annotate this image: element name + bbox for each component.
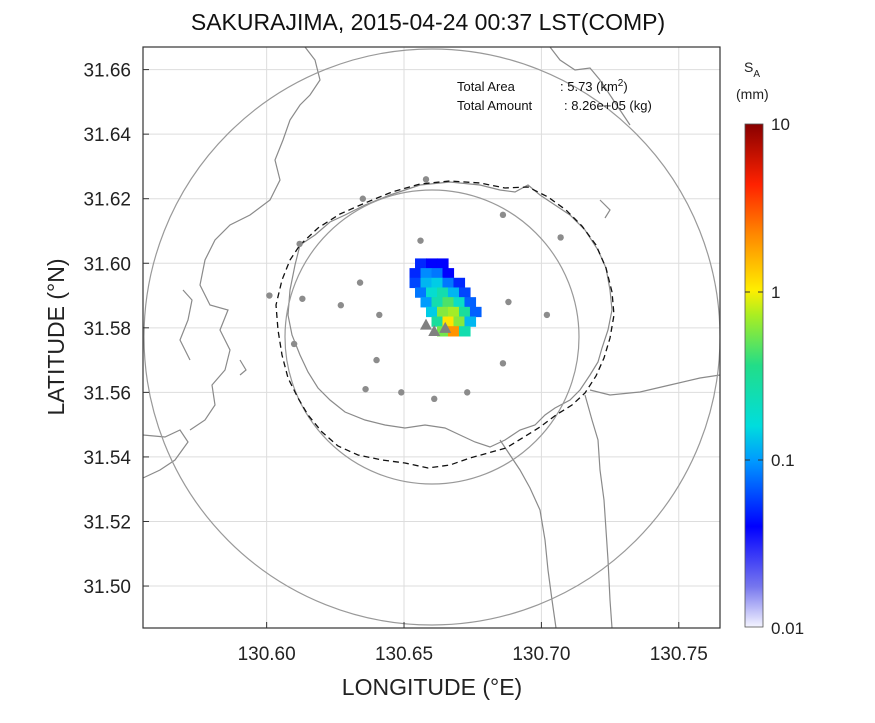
station-marker bbox=[296, 240, 303, 248]
vent-marker bbox=[420, 318, 433, 330]
colorbar-gradient bbox=[744, 123, 764, 628]
ash-cell bbox=[436, 258, 449, 269]
ash-cell bbox=[420, 268, 433, 279]
ash-cell bbox=[453, 297, 466, 308]
station-marker bbox=[398, 389, 405, 396]
coastline bbox=[143, 47, 720, 628]
observation-stations bbox=[266, 176, 564, 403]
x-tick-label: 130.70 bbox=[512, 644, 570, 665]
ash-cell bbox=[442, 268, 455, 279]
ash-cell bbox=[426, 258, 438, 269]
station-marker bbox=[557, 234, 564, 241]
station-marker bbox=[290, 340, 298, 348]
station-marker bbox=[499, 211, 507, 219]
station-marker bbox=[422, 176, 430, 183]
ash-cell bbox=[426, 287, 438, 298]
y-tick-label: 31.64 bbox=[83, 125, 131, 146]
y-tick-label: 31.56 bbox=[83, 383, 131, 404]
y-tick-label: 31.54 bbox=[83, 448, 131, 469]
x-tick-label: 130.60 bbox=[238, 644, 296, 665]
ash-cell bbox=[415, 258, 427, 269]
colorbar-label-0.01: 0.01 bbox=[771, 619, 804, 638]
outer-range-ring bbox=[143, 48, 720, 626]
station-marker bbox=[417, 237, 424, 244]
island-outline-dashed bbox=[275, 180, 615, 469]
station-marker bbox=[499, 360, 507, 367]
total-amount-label: Total Amount bbox=[457, 98, 533, 113]
station-marker bbox=[543, 311, 551, 319]
station-marker bbox=[356, 279, 364, 286]
ash-cell bbox=[458, 326, 471, 337]
ash-cell bbox=[464, 316, 477, 327]
ash-cell bbox=[453, 316, 466, 327]
ash-cell bbox=[447, 326, 460, 337]
station-marker bbox=[373, 356, 380, 364]
ash-cell bbox=[458, 306, 471, 318]
totals-annotation: Total Area : 5.73 (km2) Total Amount : 8… bbox=[457, 78, 652, 113]
ash-cell bbox=[436, 287, 449, 298]
colorbar-label-0.1: 0.1 bbox=[771, 451, 795, 470]
ash-cell bbox=[442, 277, 455, 289]
total-amount-value: : 8.26e+05 (kg) bbox=[564, 98, 652, 113]
y-tick-label: 31.52 bbox=[83, 512, 131, 533]
y-tick-label: 31.66 bbox=[83, 61, 131, 82]
colorbar-title: SA bbox=[744, 59, 760, 80]
ash-cell bbox=[447, 306, 460, 318]
inner-range-ring bbox=[284, 189, 580, 485]
y-tick-labels: 31.50 31.52 31.54 31.56 31.58 31.60 31.62 31.64… bbox=[83, 61, 149, 598]
colorbar: SA (mm) 10 1 0.1 0.01 bbox=[736, 59, 804, 638]
y-tick-label: 31.60 bbox=[83, 254, 131, 275]
ash-cell bbox=[409, 277, 422, 289]
volcano-vents bbox=[420, 318, 452, 337]
ash-cell bbox=[453, 277, 466, 289]
vent-marker bbox=[428, 325, 441, 337]
colorbar-label-1: 1 bbox=[771, 283, 780, 302]
ash-cell bbox=[458, 287, 471, 298]
ash-cell bbox=[431, 277, 444, 289]
x-axis-label: LONGITUDE (°E) bbox=[342, 674, 522, 700]
ash-cell bbox=[464, 297, 477, 308]
station-marker bbox=[359, 195, 367, 202]
total-area-value: : 5.73 (km2) bbox=[560, 78, 628, 94]
ash-cell bbox=[431, 297, 444, 308]
station-marker bbox=[376, 311, 383, 319]
total-area-label: Total Area bbox=[457, 79, 516, 94]
ash-cell bbox=[409, 268, 422, 279]
y-tick-label: 31.50 bbox=[83, 577, 131, 598]
ash-cell bbox=[420, 277, 433, 289]
station-marker bbox=[362, 385, 369, 393]
colorbar-unit: (mm) bbox=[736, 86, 769, 102]
map-content bbox=[143, 47, 720, 628]
ash-cell bbox=[431, 268, 444, 279]
colorbar-label-10: 10 bbox=[771, 115, 790, 134]
map-title: SAKURAJIMA, 2015-04-24 00:37 LST(COMP) bbox=[191, 9, 665, 35]
ash-cell bbox=[469, 306, 482, 318]
ash-cell bbox=[447, 287, 460, 298]
radar-range-rings bbox=[143, 48, 720, 626]
vent-marker bbox=[439, 321, 452, 333]
x-tick-label: 130.75 bbox=[650, 644, 708, 665]
station-marker bbox=[431, 395, 438, 403]
station-marker bbox=[266, 292, 273, 299]
plot-frame bbox=[142, 46, 721, 629]
y-tick-label: 31.58 bbox=[83, 319, 131, 340]
y-axis-label: LATITUDE (°N) bbox=[43, 259, 69, 416]
ash-cell bbox=[420, 297, 433, 308]
station-marker bbox=[464, 389, 471, 396]
ash-cell bbox=[415, 287, 427, 298]
ash-cell bbox=[442, 297, 455, 308]
ash-cell bbox=[426, 306, 438, 318]
ash-cell bbox=[442, 316, 455, 327]
x-tick-labels: 130.60 130.65 130.70 130.75 bbox=[238, 622, 708, 665]
ash-fall-grid bbox=[409, 258, 482, 337]
ash-cell bbox=[436, 306, 449, 318]
station-marker bbox=[505, 298, 512, 306]
x-tick-label: 130.65 bbox=[375, 644, 433, 665]
ash-cell bbox=[431, 316, 444, 327]
station-marker bbox=[299, 295, 306, 302]
grid-lines bbox=[143, 47, 720, 628]
y-tick-label: 31.62 bbox=[83, 190, 131, 211]
station-marker bbox=[337, 302, 345, 309]
